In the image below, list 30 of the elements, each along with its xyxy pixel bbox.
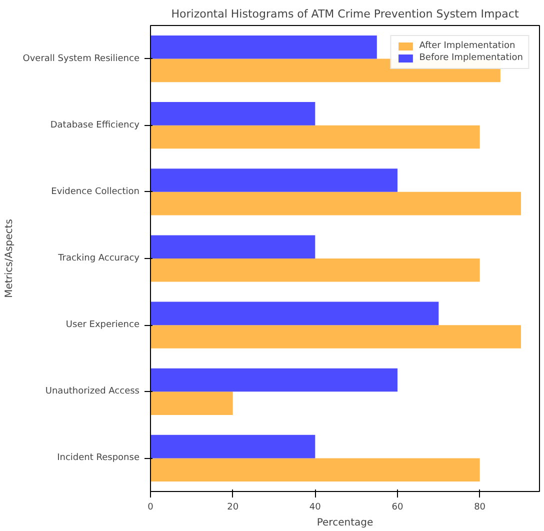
y-tick-label: User Experience xyxy=(66,320,140,330)
bar xyxy=(150,192,521,216)
bar xyxy=(150,458,480,482)
x-axis-title: Percentage xyxy=(316,518,374,528)
bar xyxy=(150,168,398,192)
bar xyxy=(150,368,398,392)
x-tick-label: 80 xyxy=(474,502,486,512)
bar xyxy=(150,35,377,59)
y-tick-label: Unauthorized Access xyxy=(45,386,140,397)
x-tick-label: 40 xyxy=(309,502,322,512)
y-tick-label: Evidence Collection xyxy=(51,186,140,197)
x-tick-label: 60 xyxy=(392,502,404,512)
legend-label: After Implementation xyxy=(419,41,516,51)
bar xyxy=(150,258,480,282)
bar xyxy=(150,302,439,326)
legend-label: Before Implementation xyxy=(419,53,523,63)
y-axis-title: Metrics/Aspects xyxy=(4,219,15,298)
y-tick-label: Tracking Accuracy xyxy=(57,254,140,264)
bar xyxy=(150,325,521,348)
x-tick-label: 20 xyxy=(227,502,239,512)
y-tick-label: Database Efficiency xyxy=(50,120,140,130)
bar xyxy=(150,125,480,149)
bar xyxy=(150,434,316,458)
chart-title: Horizontal Histograms of ATM Crime Prevention System Impact xyxy=(171,8,520,20)
bar xyxy=(150,392,233,415)
bar xyxy=(150,102,316,126)
x-tick-label: 0 xyxy=(148,502,154,512)
bar xyxy=(150,235,316,258)
y-tick-label: Incident Response xyxy=(57,453,140,464)
y-tick-label: Overall System Resilience xyxy=(22,54,140,64)
